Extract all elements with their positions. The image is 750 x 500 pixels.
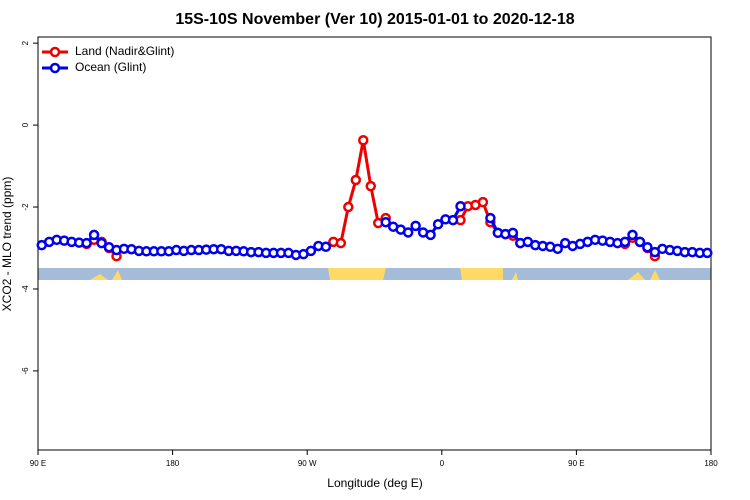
- point: [432, 218, 444, 230]
- point: [425, 229, 436, 241]
- point: [335, 237, 347, 249]
- x-tick-label: 90 E: [30, 459, 46, 468]
- point: [455, 200, 466, 212]
- point: [619, 236, 631, 248]
- y-axis-label: XCO2 - MLO trend (ppm): [0, 177, 14, 312]
- y-tick-label: -2: [21, 203, 30, 211]
- point: [477, 196, 489, 208]
- point: [350, 174, 362, 186]
- point: [365, 180, 377, 192]
- legend-marker: [49, 62, 61, 74]
- point: [552, 243, 563, 255]
- x-tick-label: 180: [166, 459, 180, 468]
- x-tick-label: 180: [704, 459, 718, 468]
- legend-marker: [49, 46, 61, 58]
- point: [402, 227, 414, 238]
- point: [81, 237, 92, 249]
- y-tick-label: -4: [21, 285, 30, 293]
- legend-label: Ocean (Glint): [75, 60, 146, 74]
- point: [343, 201, 354, 213]
- y-tick-label: 2: [21, 40, 30, 45]
- point: [410, 220, 421, 232]
- point: [634, 236, 646, 248]
- point: [358, 135, 369, 146]
- point: [702, 247, 713, 259]
- y-tick-label: 0: [21, 122, 30, 127]
- point: [305, 245, 317, 257]
- point: [507, 227, 519, 239]
- chart-title: 15S-10S November (Ver 10) 2015-01-01 to …: [175, 11, 574, 28]
- legend-label: Land (Nadir&Glint): [75, 44, 174, 58]
- point: [485, 212, 496, 224]
- point: [447, 214, 459, 226]
- land-ocean-strip: [38, 268, 711, 280]
- point: [380, 216, 391, 228]
- x-tick-label: 0: [440, 459, 445, 468]
- point: [96, 237, 107, 249]
- x-tick-label: 90 W: [298, 459, 317, 468]
- y-tick-label: -6: [21, 367, 30, 375]
- point: [627, 229, 638, 241]
- point: [88, 229, 100, 241]
- x-axis-label: Longitude (deg E): [327, 476, 422, 490]
- point: [320, 241, 332, 253]
- x-tick-label: 90 E: [568, 459, 584, 468]
- point: [642, 241, 653, 253]
- series-line: [85, 139, 657, 258]
